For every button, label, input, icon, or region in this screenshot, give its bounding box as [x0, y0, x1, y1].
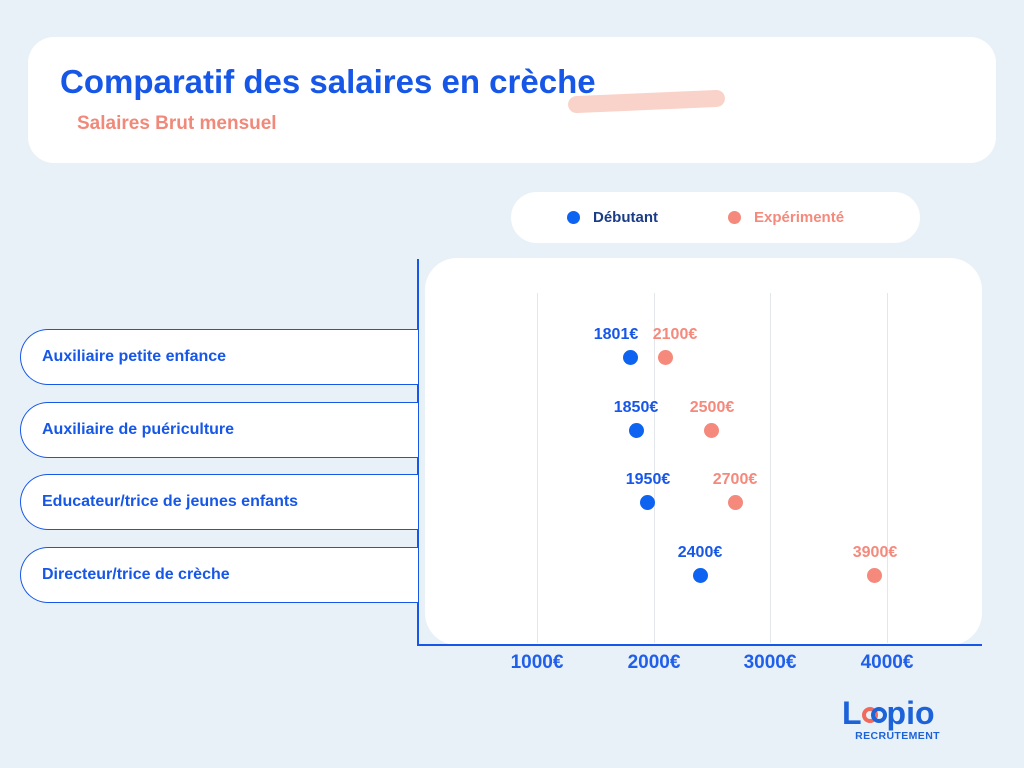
gridline [887, 293, 888, 643]
data-point-experimente [728, 495, 743, 510]
gridline [654, 293, 655, 643]
logo-letter-l: L [842, 695, 862, 731]
category-label: Directeur/trice de crèche [42, 566, 230, 583]
legend: Débutant Expérimenté [511, 192, 920, 243]
value-label: 3900€ [852, 544, 898, 561]
x-axis-line [417, 644, 982, 646]
value-label: 2100€ [652, 326, 698, 343]
data-point-debutant [629, 423, 644, 438]
x-tick-label: 2000€ [627, 652, 681, 673]
value-label: 1950€ [625, 471, 671, 488]
logo-tagline: RECRUTEMENT [855, 730, 940, 742]
x-tick-label: 4000€ [860, 652, 914, 673]
data-point-debutant [640, 495, 655, 510]
value-label: 2400€ [677, 544, 723, 561]
header-card: Comparatif des salaires en crèche Salair… [28, 37, 996, 163]
y-axis-line [417, 259, 419, 646]
page-subtitle: Salaires Brut mensuel [77, 113, 277, 134]
legend-label-debutant: Débutant [593, 209, 658, 226]
x-tick-label: 1000€ [510, 652, 564, 673]
gridline [770, 293, 771, 643]
legend-label-experimente: Expérimenté [754, 209, 845, 226]
category-row: Directeur/trice de crèche [20, 547, 418, 603]
legend-dot-experimente-icon [728, 211, 741, 224]
logo-wordmark: L pio [842, 697, 940, 729]
data-point-debutant [623, 350, 638, 365]
legend-dot-debutant-icon [567, 211, 580, 224]
category-label: Auxiliaire de puériculture [42, 421, 235, 438]
value-label: 2500€ [689, 399, 735, 416]
logo-o-blue-icon [870, 707, 887, 723]
category-label: Educateur/trice de jeunes enfants [42, 493, 299, 510]
data-point-experimente [867, 568, 882, 583]
gridline [537, 293, 538, 643]
category-row: Auxiliaire petite enfance [20, 329, 418, 385]
value-label: 1850€ [613, 399, 659, 416]
data-point-debutant [693, 568, 708, 583]
category-row: Auxiliaire de puériculture [20, 402, 418, 458]
chart-panel [425, 258, 982, 645]
category-row: Educateur/trice de jeunes enfants [20, 474, 418, 530]
data-point-experimente [658, 350, 673, 365]
value-label: 1801€ [593, 326, 639, 343]
x-tick-label: 3000€ [743, 652, 797, 673]
category-label: Auxiliaire petite enfance [42, 348, 227, 365]
logo-letters-pio: pio [886, 695, 935, 731]
page-title: Comparatif des salaires en crèche [60, 63, 596, 100]
data-point-experimente [704, 423, 719, 438]
value-label: 2700€ [712, 471, 758, 488]
loopio-logo: L pio RECRUTEMENT [842, 697, 940, 742]
